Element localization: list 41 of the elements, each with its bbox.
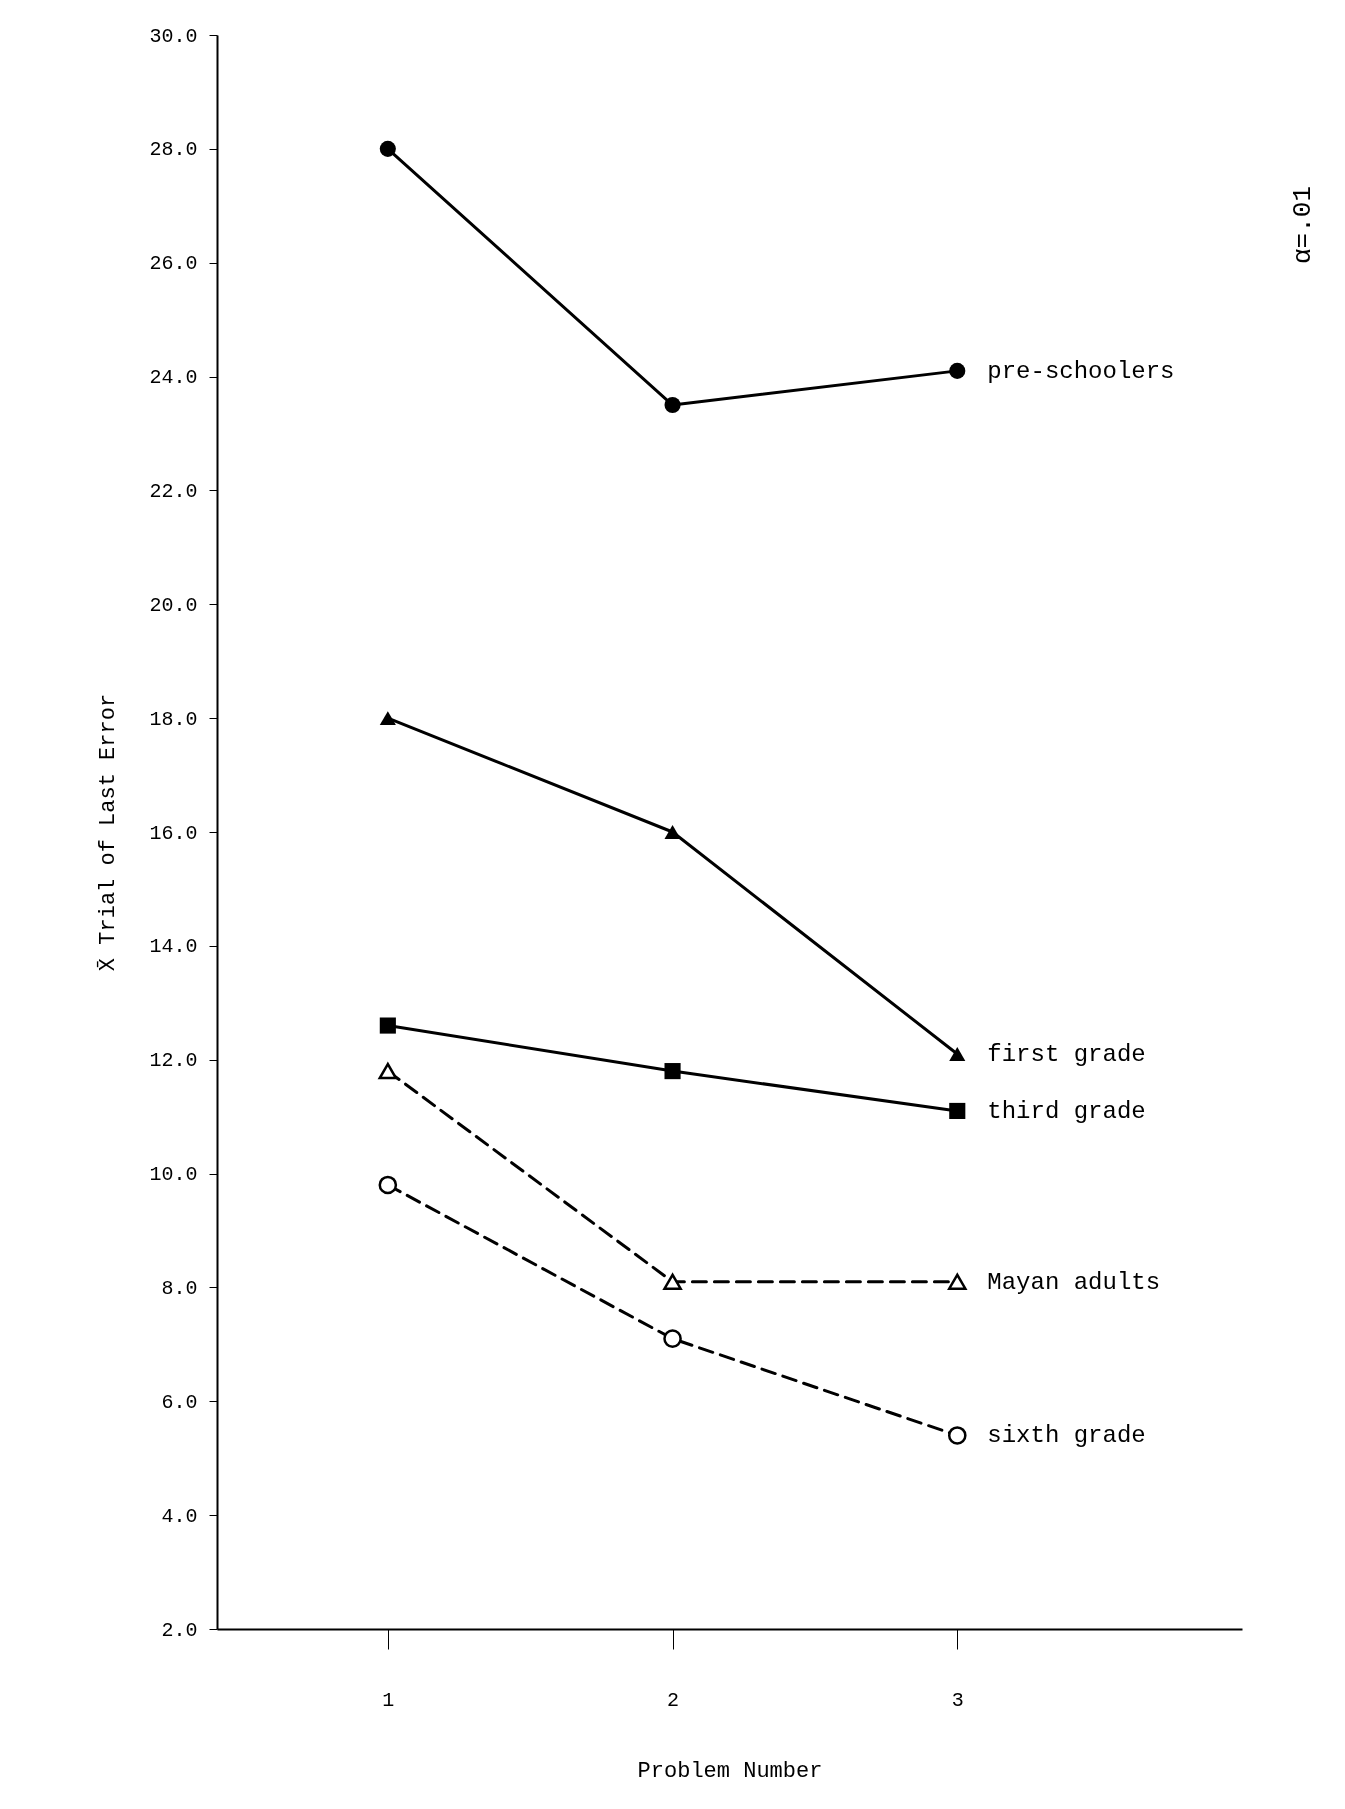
series-label: first grade	[987, 1041, 1146, 1069]
y-tick-label: 20.0	[149, 593, 198, 617]
x-axis-title: Problem Number	[637, 1758, 823, 1784]
y-tick-label: 26.0	[149, 252, 198, 276]
series-label: pre-schoolers	[987, 357, 1175, 385]
point	[379, 711, 396, 726]
point	[378, 1175, 398, 1195]
point	[664, 396, 681, 414]
x-tick-label: 3	[951, 1688, 964, 1712]
point	[663, 1273, 682, 1290]
y-tick-label: 30.0	[149, 24, 198, 48]
y-tick-label: 28.0	[149, 138, 198, 162]
y-tick-label: 18.0	[149, 707, 198, 731]
point	[949, 362, 966, 379]
point	[664, 1063, 681, 1080]
y-tick-label: 12.0	[149, 1049, 198, 1073]
point	[947, 1426, 967, 1445]
y-tick-label: 22.0	[149, 479, 198, 503]
point	[378, 1062, 398, 1080]
point	[949, 1102, 966, 1120]
point	[379, 1017, 396, 1034]
series-label: sixth grade	[987, 1422, 1146, 1450]
y-axis-title: X̄ Trial of Last Error	[96, 693, 122, 972]
y-tick-label: 8.0	[161, 1276, 198, 1300]
y-tick-label: 2.0	[161, 1618, 198, 1642]
series-label: third grade	[987, 1097, 1146, 1125]
x-tick-label: 2	[667, 1688, 680, 1712]
y-tick-label: 16.0	[149, 821, 198, 845]
y-tick-label: 10.0	[149, 1163, 198, 1187]
point	[663, 1329, 682, 1348]
point	[949, 1047, 966, 1061]
y-tick-label: 4.0	[161, 1504, 198, 1528]
y-tick-label: 24.0	[149, 366, 198, 390]
y-tick-label: 14.0	[149, 935, 198, 959]
x-tick-label: 1	[382, 1688, 395, 1712]
y-tick-label: 6.0	[161, 1390, 198, 1414]
point	[664, 825, 681, 839]
point	[947, 1273, 967, 1290]
series-label: Mayan adults	[987, 1268, 1161, 1296]
text: α=.01	[1288, 185, 1318, 265]
point	[379, 140, 396, 157]
